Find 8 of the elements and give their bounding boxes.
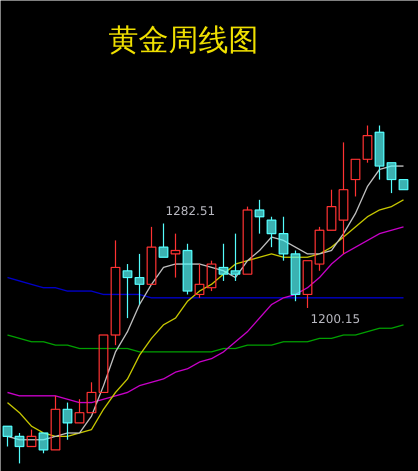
chart-title: 黄金周线图: [108, 23, 258, 58]
annotation: 1282.51: [166, 204, 216, 218]
candlestick: [254, 199, 264, 234]
candlestick: [170, 233, 180, 278]
candlestick: [338, 142, 348, 255]
annotation: 1200.15: [310, 312, 360, 326]
candlestick: [134, 253, 144, 306]
candlestick: [110, 240, 120, 346]
